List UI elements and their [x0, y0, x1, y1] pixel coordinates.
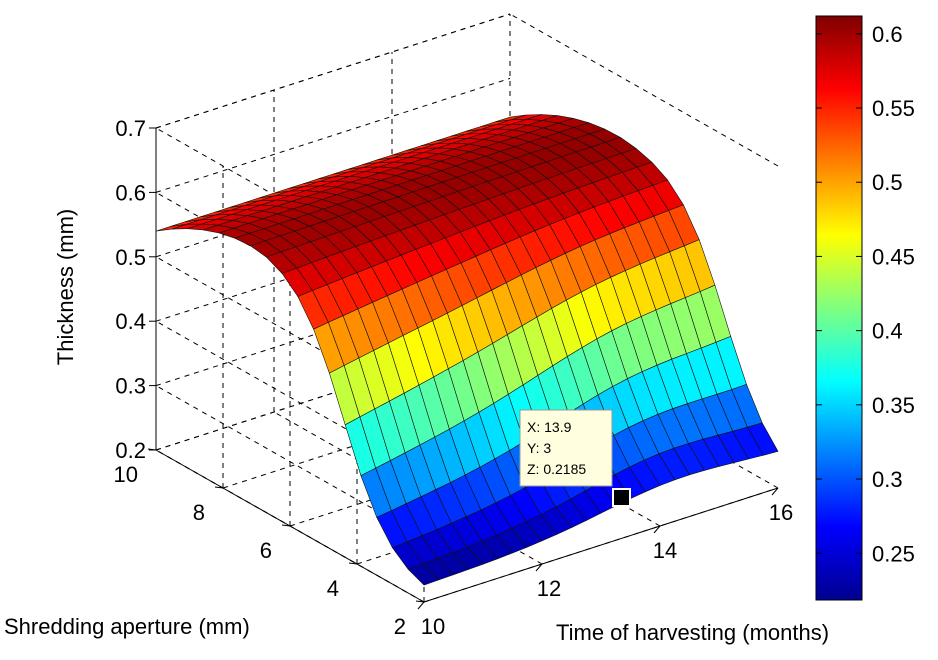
x-tick-label: 10	[421, 614, 445, 639]
datatip-z: Z: 0.2185	[527, 461, 586, 477]
y-tick-mark	[415, 600, 425, 603]
box-edge-right-top	[509, 13, 779, 167]
x-axis-line	[423, 487, 779, 603]
z-tick-label: 0.6	[115, 180, 146, 205]
y-tick-mark	[348, 562, 358, 565]
colorbar-gradient	[815, 15, 863, 601]
grid-line-back-z	[155, 77, 511, 193]
colorbar-tick-label: 0.4	[872, 319, 903, 344]
colorbar-tick-label: 0.45	[872, 244, 915, 269]
datatip-marker[interactable]	[612, 488, 631, 507]
datatip-x: X: 13.9	[527, 419, 572, 435]
z-axis-label: Thickness (mm)	[53, 209, 78, 365]
datatip-y: Y: 3	[527, 440, 551, 456]
y-tick-label: 4	[327, 576, 339, 601]
y-tick-mark	[214, 486, 224, 489]
grid-line-back-z	[155, 13, 511, 129]
box-edge-back-top	[155, 13, 511, 129]
y-axis-label: Shredding aperture (mm)	[4, 614, 250, 639]
grid-line-floor-y	[155, 335, 511, 451]
x-tick-mark	[535, 563, 543, 572]
grid-line-floor-y	[289, 411, 645, 527]
x-axis-label: Time of harvesting (months)	[556, 620, 829, 645]
z-tick-label: 0.3	[115, 374, 146, 399]
z-tick-label: 0.7	[115, 116, 146, 141]
y-tick-label: 2	[394, 614, 406, 639]
x-tick-mark	[771, 487, 779, 496]
colorbar: 0.25 0.3 0.35 0.4 0.45 0.5 0.55 0.6	[815, 15, 915, 601]
colorbar-tick-label: 0.3	[872, 467, 903, 492]
x-tick-mark	[417, 601, 425, 610]
surface-mesh	[155, 114, 779, 586]
x-tick-mark	[653, 525, 661, 534]
grid-line-floor-y	[222, 373, 578, 489]
colorbar-tick-label: 0.55	[872, 96, 915, 121]
colorbar-tick-label: 0.25	[872, 541, 915, 566]
colorbar-tick-label: 0.5	[872, 170, 903, 195]
z-tick-label: 0.4	[115, 309, 146, 334]
y-tick-label: 10	[114, 462, 138, 487]
surface-cell	[747, 422, 779, 456]
colorbar-tick-label: 0.6	[872, 22, 903, 47]
grid-line-back-z	[155, 142, 511, 258]
x-tick-label: 16	[769, 500, 793, 525]
z-tick-label: 0.2	[115, 438, 146, 463]
y-tick-mark	[281, 524, 291, 527]
grid-line-back-z	[155, 271, 511, 387]
z-tick-label: 0.5	[115, 245, 146, 270]
x-tick-label: 12	[537, 576, 561, 601]
x-tick-label: 14	[653, 538, 677, 563]
y-tick-label: 6	[260, 538, 272, 563]
y-tick-label: 8	[193, 500, 205, 525]
datatip-box	[519, 409, 613, 487]
colorbar-tick-label: 0.35	[872, 393, 915, 418]
grid-line-back-z	[155, 206, 511, 322]
datatip[interactable]: X: 13.9 Y: 3 Z: 0.2185	[519, 409, 631, 507]
